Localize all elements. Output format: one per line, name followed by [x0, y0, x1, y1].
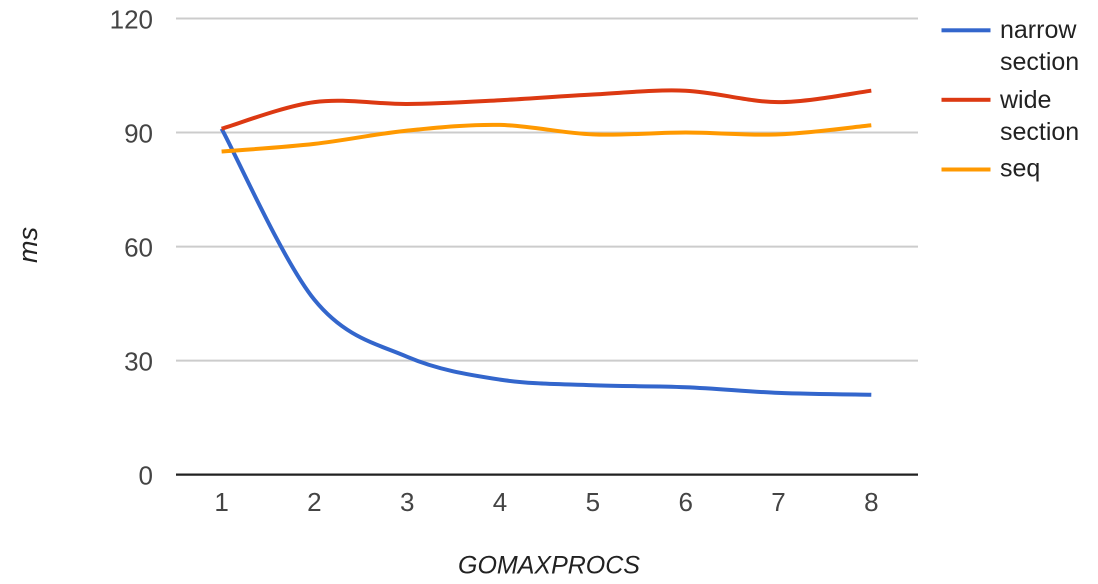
svg-text:section: section	[1000, 48, 1079, 76]
svg-text:60: 60	[124, 232, 153, 262]
svg-text:90: 90	[124, 118, 153, 148]
svg-text:5: 5	[586, 487, 600, 517]
svg-text:4: 4	[493, 487, 507, 517]
svg-text:ms: ms	[13, 227, 43, 263]
svg-text:30: 30	[124, 346, 153, 376]
svg-text:6: 6	[678, 487, 692, 517]
svg-text:120: 120	[110, 4, 153, 34]
svg-text:seq: seq	[1000, 155, 1040, 183]
svg-text:1: 1	[214, 487, 228, 517]
svg-text:3: 3	[400, 487, 414, 517]
svg-text:narrow: narrow	[1000, 16, 1077, 44]
svg-text:7: 7	[771, 487, 785, 517]
svg-text:wide: wide	[999, 86, 1051, 114]
svg-text:2: 2	[307, 487, 321, 517]
svg-text:0: 0	[139, 460, 153, 490]
svg-text:section: section	[1000, 118, 1079, 146]
svg-text:GOMAXPROCS: GOMAXPROCS	[458, 552, 640, 580]
svg-text:8: 8	[864, 487, 878, 517]
